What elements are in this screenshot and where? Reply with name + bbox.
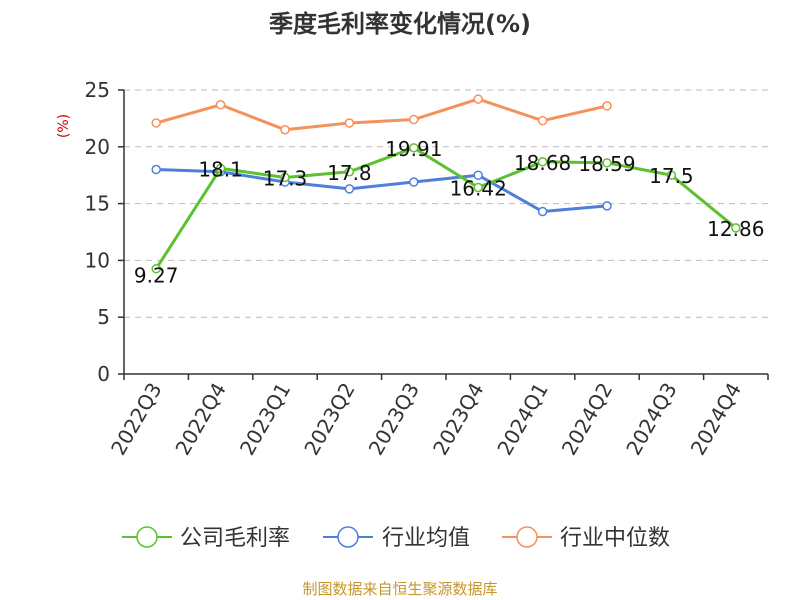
- data-label: 18.1: [198, 157, 243, 181]
- x-tick-label: 2023Q2: [299, 379, 359, 460]
- axes: 0 5 10 15 20 25 2022Q3 2022Q4 2023Q1 2023Q2 2023Q3…: [85, 78, 769, 460]
- x-tick-label: 2023Q1: [235, 379, 295, 460]
- data-point: [473, 170, 483, 180]
- data-point: [215, 100, 226, 110]
- data-label: 19.91: [385, 137, 442, 161]
- source-note: 制图数据来自恒生聚源数据库: [302, 580, 497, 598]
- data-point: [666, 170, 677, 180]
- data-label: 18.59: [578, 152, 635, 176]
- data-label: 17.3: [263, 166, 308, 190]
- data-point: [215, 163, 226, 174]
- series-line: [154, 146, 737, 270]
- data-point: [537, 206, 548, 217]
- data-point: [344, 167, 355, 177]
- x-tick-label: 2024Q4: [686, 379, 746, 460]
- data-label: 12.86: [707, 217, 764, 241]
- data-point: [151, 118, 161, 128]
- x-tick-label: 2024Q3: [621, 379, 681, 460]
- legend-swatch-marker: [337, 526, 359, 548]
- y-axis-label: (%): [56, 114, 72, 138]
- x-tick-label: 2024Q1: [492, 379, 552, 460]
- gridlines: [124, 89, 768, 318]
- x-tick-label: 2024Q2: [557, 379, 617, 460]
- data-label: 17.8: [327, 161, 372, 185]
- data-point: [473, 182, 483, 193]
- y-tick-label: 10: [85, 248, 110, 272]
- legend-swatch-marker: [516, 526, 538, 548]
- data-point: [151, 263, 161, 274]
- legend-swatch-marker: [136, 526, 158, 548]
- series-layer: [151, 94, 741, 274]
- x-tick-label: 2023Q3: [364, 379, 424, 460]
- x-tick-label: 2022Q4: [170, 379, 230, 460]
- data-point: [473, 94, 483, 104]
- data-point: [344, 118, 355, 128]
- legend-label: 行业中位数: [560, 526, 670, 551]
- data-point: [409, 177, 419, 187]
- legend-label: 行业均值: [382, 526, 470, 551]
- series-line: [156, 168, 608, 214]
- y-tick-label: 25: [85, 78, 110, 102]
- data-point: [731, 223, 741, 233]
- chart-title: 季度毛利率变化情况(%): [269, 10, 531, 38]
- data-label: 9.27: [134, 264, 179, 288]
- y-tick-label: 20: [85, 135, 110, 159]
- data-point: [602, 101, 612, 111]
- x-tick-label: 2023Q4: [428, 379, 488, 460]
- y-tick-label: 15: [85, 192, 110, 216]
- data-label: 18.68: [514, 151, 571, 175]
- data-point: [280, 125, 290, 135]
- y-tick-label: 5: [97, 305, 110, 329]
- data-point: [151, 164, 161, 175]
- data-label: 16.42: [450, 176, 507, 200]
- data-label: 17.5: [649, 164, 694, 188]
- data-point: [344, 184, 355, 194]
- data-point: [409, 143, 419, 153]
- data-point: [602, 158, 612, 168]
- data-point: [280, 172, 290, 183]
- data-point: [537, 115, 548, 126]
- x-tick-label: 2022Q3: [106, 379, 166, 460]
- data-point: [602, 201, 612, 211]
- data-point: [409, 114, 419, 125]
- y-tick-label: 0: [97, 362, 110, 386]
- series-line: [155, 97, 608, 132]
- legend-label: 公司毛利率: [180, 526, 290, 551]
- data-point: [537, 157, 548, 167]
- legend: 公司毛利率 行业均值 行业中位数: [122, 526, 670, 551]
- data-labels: 9.27 18.1 17.3 17.8 19.91 16.42 18.68 18.59 17.5…: [134, 137, 764, 288]
